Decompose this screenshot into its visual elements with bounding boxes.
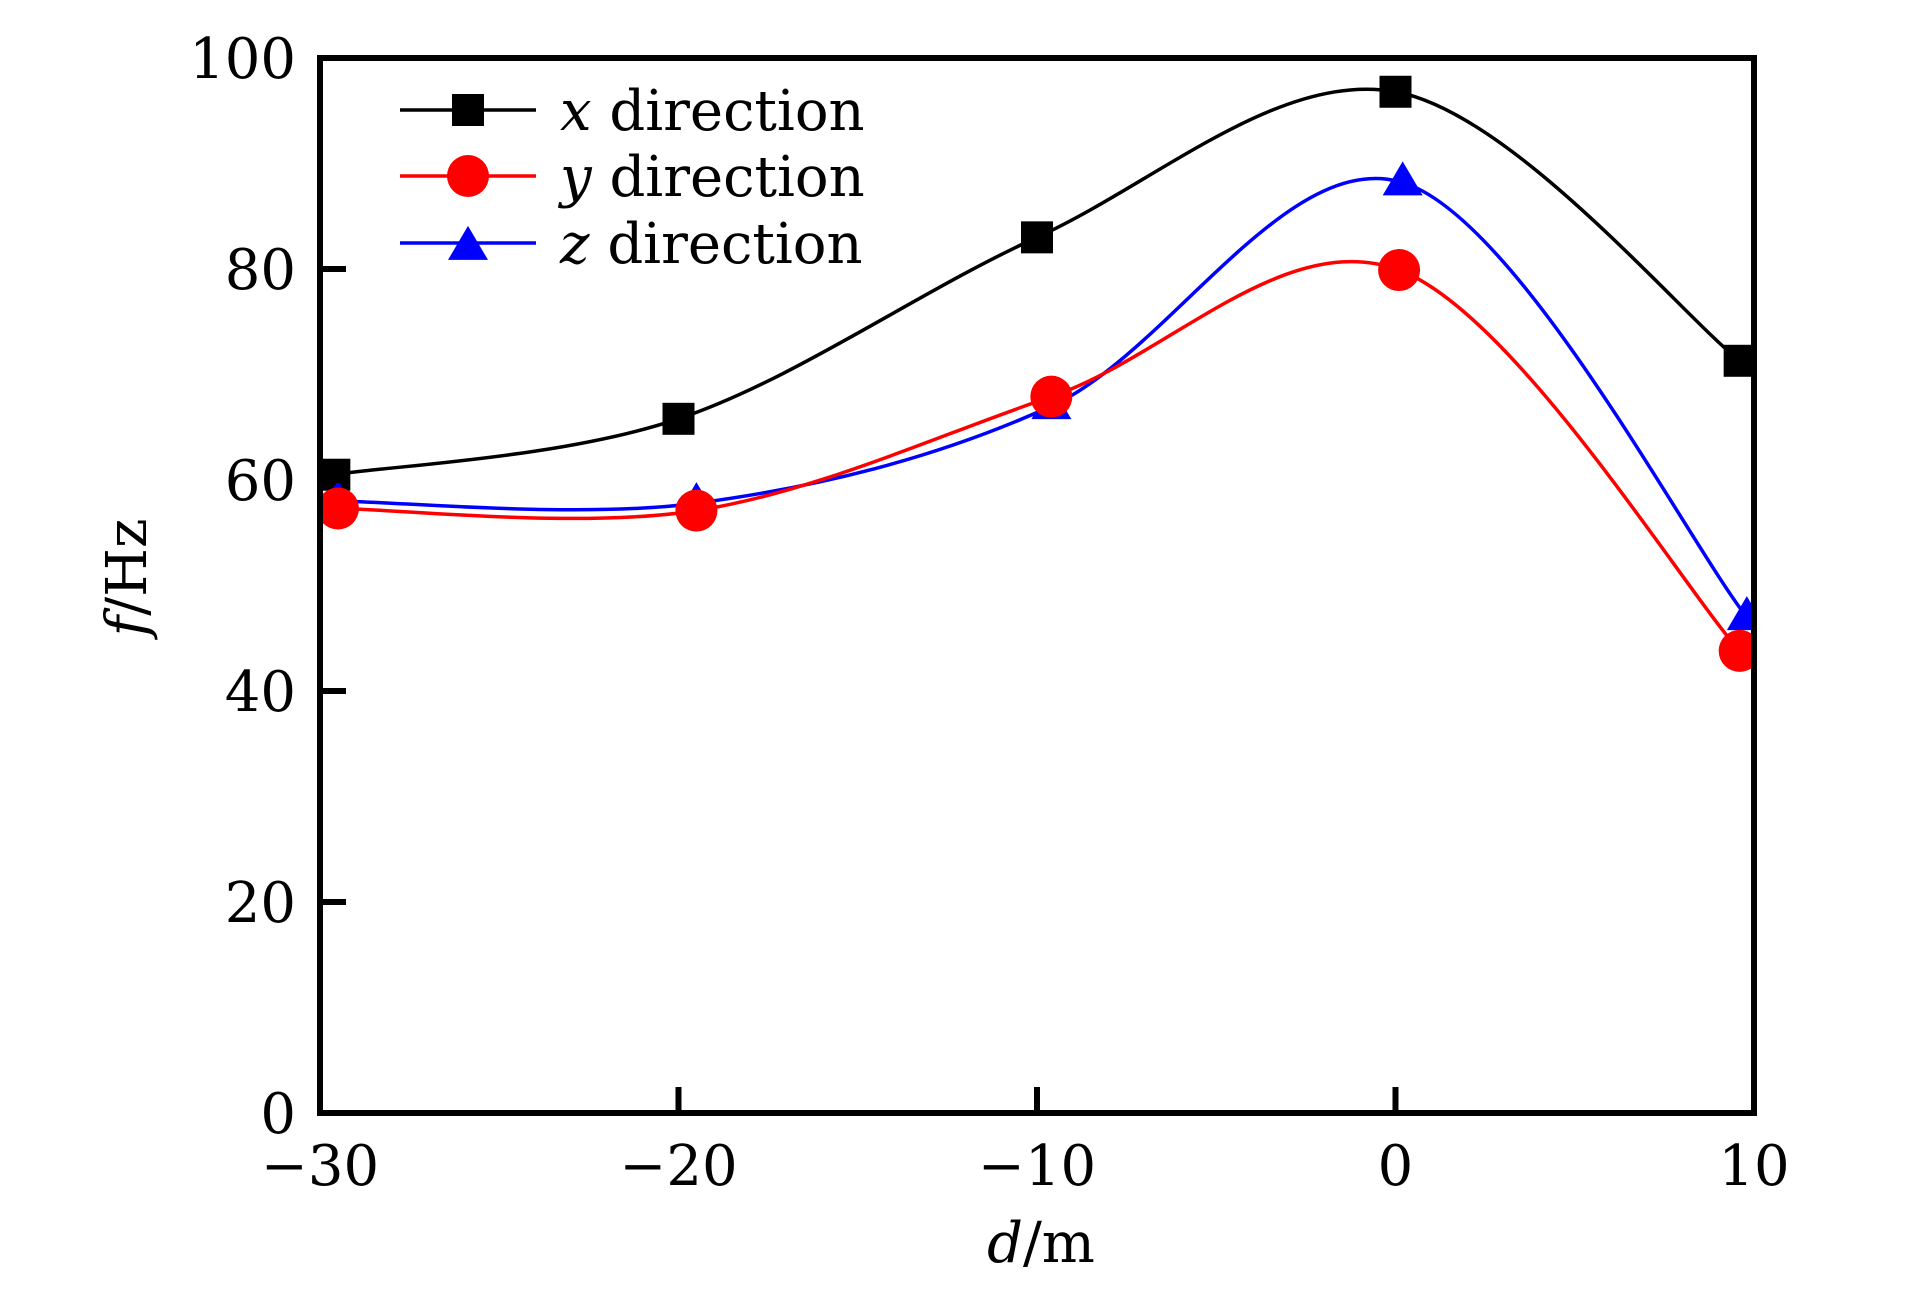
- x-tick-label: −30: [261, 1134, 379, 1199]
- legend-item-z: z direction: [400, 212, 863, 277]
- series-x: [320, 75, 1754, 491]
- x-axis-label: d/m: [987, 1211, 1095, 1276]
- y-tick-label: 80: [225, 238, 296, 303]
- data-point-x: [662, 402, 695, 435]
- plot-frame: [317, 55, 1757, 1116]
- x-axis-unit: /m: [1023, 1211, 1095, 1276]
- x-tick-label: 10: [1718, 1134, 1789, 1199]
- legend-var-z: z: [559, 212, 590, 277]
- y-tick-label: 0: [260, 1082, 296, 1147]
- data-point-y: [675, 489, 718, 532]
- legend-var-x: x: [560, 79, 592, 144]
- series-line-y: [337, 259, 1741, 653]
- labels-layer: d/m f/Hz: [95, 519, 1095, 1276]
- data-point-y: [1030, 375, 1073, 418]
- x-tick-label: 0: [1378, 1134, 1414, 1199]
- series-y: [320, 249, 1754, 672]
- legend-suffix-z: direction: [590, 212, 863, 277]
- legend-label-z: z direction: [559, 212, 863, 277]
- data-point-x: [320, 458, 351, 491]
- legend-marker-z: [448, 225, 488, 260]
- legend-item-x: x direction: [400, 79, 865, 144]
- legend-suffix-x: direction: [592, 79, 865, 144]
- series-layer: [320, 75, 1754, 672]
- y-axis-label: f/Hz: [95, 519, 160, 641]
- y-tick-label: 40: [225, 660, 296, 725]
- legend-var-y: y: [557, 145, 593, 210]
- y-tick-label: 20: [225, 871, 296, 936]
- x-tick-label: −10: [978, 1134, 1096, 1199]
- y-axis-unit: /Hz: [95, 519, 160, 616]
- legend-marker-x: [452, 94, 484, 126]
- data-point-z: [1382, 161, 1423, 196]
- data-point-y: [1378, 249, 1421, 292]
- legend-suffix-y: direction: [592, 145, 865, 210]
- legend-label-y: y direction: [557, 145, 865, 210]
- data-point-x: [1021, 221, 1053, 254]
- y-tick-label: 100: [189, 27, 296, 92]
- legend-label-x: x direction: [560, 79, 865, 144]
- data-point-y: [1718, 629, 1754, 672]
- data-point-x: [1379, 75, 1412, 108]
- legend-item-y: y direction: [400, 145, 865, 210]
- data-point-y: [320, 487, 359, 530]
- data-point-z: [1726, 596, 1754, 631]
- data-point-x: [1723, 344, 1754, 377]
- legend-marker-y: [447, 155, 489, 197]
- x-tick-label: −20: [619, 1134, 737, 1199]
- x-axis-var: d: [987, 1211, 1023, 1276]
- y-tick-label: 60: [225, 449, 296, 514]
